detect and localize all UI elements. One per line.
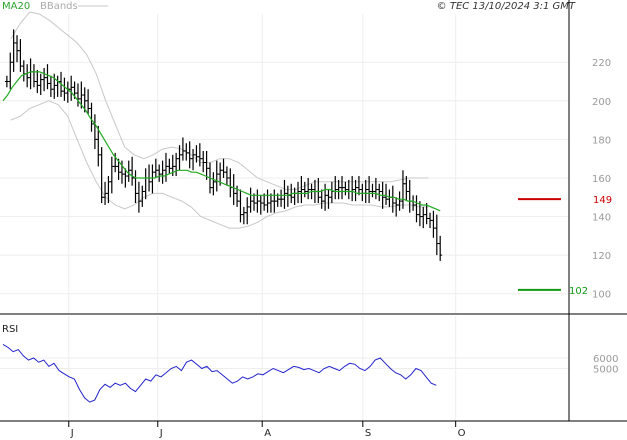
moving-average: [2, 71, 441, 212]
support-level-label: 102: [569, 286, 588, 297]
price-tick-label: 160: [592, 174, 611, 185]
ma20-line: [2, 71, 441, 212]
date-tick-label: J: [70, 428, 74, 439]
price-tick-label: 100: [592, 290, 611, 301]
price-levels: 149 102: [518, 195, 612, 297]
date-tick-label: S: [365, 428, 371, 439]
legend-bbands: BBands: [40, 1, 78, 12]
main-grid: [0, 14, 569, 313]
price-tick-label: 120: [592, 251, 611, 262]
price-tick-label: 180: [592, 135, 611, 146]
date-tick-label: O: [458, 428, 466, 439]
legend-ma20: MA20: [2, 1, 30, 12]
rsi-series: [2, 343, 437, 403]
bband-lower: [10, 100, 429, 229]
rsi-grid: [0, 316, 569, 421]
price-candles: [4, 29, 443, 261]
price-axis: 100 120 140 160 180 200 220: [592, 58, 611, 300]
copyright-text: © TEC 13/10/2024 3:1 GMT: [437, 1, 576, 12]
resistance-level-label: 149: [593, 195, 612, 206]
rsi-tick-label: 6000: [593, 354, 618, 365]
rsi-tick-label: 5000: [593, 365, 618, 376]
price-tick-label: 220: [592, 58, 611, 69]
price-tick-label: 200: [592, 97, 611, 108]
axes: [0, 0, 627, 422]
rsi-title: RSI: [2, 324, 18, 335]
date-tick-label: A: [264, 428, 271, 439]
price-tick-label: 140: [592, 213, 611, 224]
rsi-line: [2, 343, 437, 403]
date-tick-label: J: [159, 428, 163, 439]
